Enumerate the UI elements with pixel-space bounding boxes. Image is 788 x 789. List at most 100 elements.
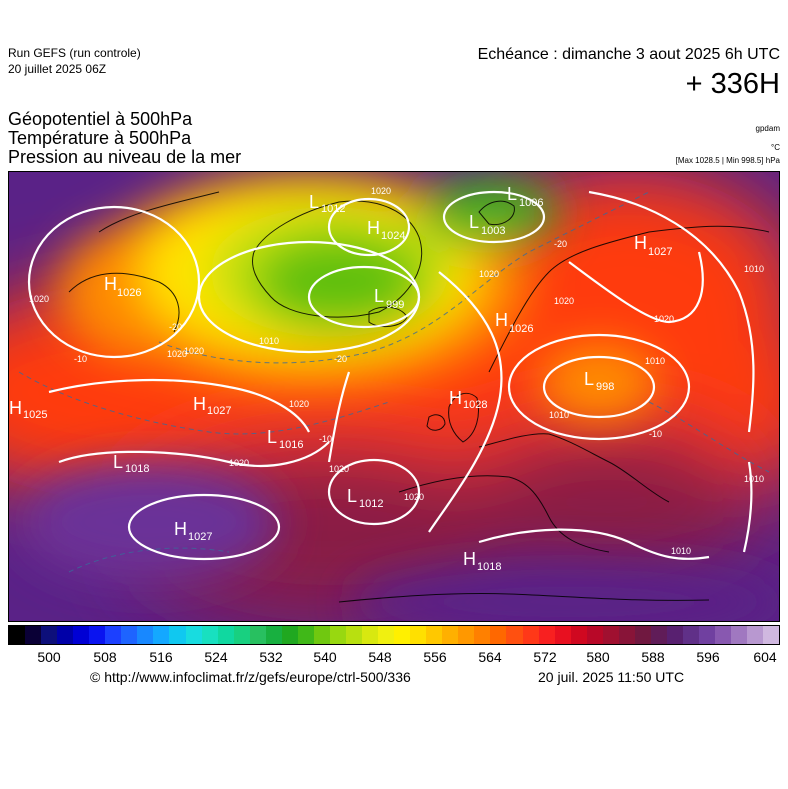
pressure-center-low: L 998 [584, 369, 614, 393]
system-value: 1024 [381, 230, 405, 242]
isobar-label: 1010 [671, 546, 691, 556]
system-value: 998 [596, 381, 614, 393]
colorbar-swatch [233, 626, 250, 644]
pressure-center-low: L 1018 [113, 452, 149, 475]
colorbar-swatch [121, 626, 138, 644]
pressure-center-high: H 1025 [9, 398, 47, 421]
isobar-label: 1010 [744, 474, 764, 484]
system-value: 1012 [359, 498, 383, 510]
colorbar [8, 625, 780, 645]
isobar-label: 1020 [404, 492, 424, 502]
isobar-label: 1020 [289, 399, 309, 409]
pressure-center-low: L 1003 [469, 212, 505, 237]
colorbar-tick-label: 508 [93, 649, 117, 665]
system-value: 1025 [23, 409, 47, 421]
unit-geopotential: gpdam [755, 124, 780, 133]
isotherm-label: -10 [74, 354, 87, 364]
colorbar-swatch [169, 626, 186, 644]
isotherm-label: -20 [169, 322, 182, 332]
system-letter: H [104, 274, 117, 294]
isobar-labels: 1020 1020 1020 1020 1020 1010 1020 1020 … [29, 186, 764, 556]
system-letter: L [584, 369, 594, 389]
isobar-label: 1020 [229, 458, 249, 468]
pressure-systems: H 1026 L 1012 H 1024 L 1006 L 1003 L 999 H 1027… [9, 184, 672, 573]
isobar-label: 1010 [645, 356, 665, 366]
colorbar-swatch [362, 626, 379, 644]
weather-map: 1020 1020 1020 1020 1020 1010 1020 1020 … [8, 171, 780, 622]
colorbar-swatch [602, 626, 619, 644]
colorbar-swatch [747, 626, 764, 644]
system-letter: H [193, 394, 206, 414]
colorbar-swatch [426, 626, 443, 644]
valid-time: Echéance : dimanche 3 aout 2025 6h UTC [477, 46, 780, 63]
colorbar-swatch [650, 626, 667, 644]
copyright-link[interactable]: © http://www.infoclimat.fr/z/gefs/europe… [90, 669, 411, 685]
colorbar-swatch [715, 626, 732, 644]
colorbar-swatch [345, 626, 363, 644]
system-letter: H [174, 519, 187, 539]
isobar-label: 1020 [371, 186, 391, 196]
colorbar-swatch [57, 626, 74, 644]
system-value: 1026 [117, 287, 141, 299]
colorbar-swatch [25, 626, 42, 644]
colorbar-swatch [329, 626, 346, 644]
colorbar-swatch [201, 626, 218, 644]
isobar-label: 1020 [654, 314, 674, 324]
colorbar-tick-label: 524 [204, 649, 228, 665]
system-value: 1026 [509, 323, 533, 335]
system-letter: H [449, 388, 462, 408]
isobars [27, 190, 755, 561]
isobar-label: 1010 [549, 410, 569, 420]
colorbar-tick-label: 572 [533, 649, 557, 665]
map-canvas: 1020 1020 1020 1020 1020 1010 1020 1020 … [9, 172, 779, 621]
colorbar-swatch [554, 626, 571, 644]
colorbar-swatch [474, 626, 491, 644]
isobar-label: 1010 [259, 336, 279, 346]
colorbar-swatch [410, 626, 427, 644]
colorbar-swatch [153, 626, 170, 644]
system-letter: H [9, 398, 22, 418]
system-value: 1012 [321, 203, 345, 215]
system-value: 1006 [519, 197, 543, 209]
unit-temperature: °C [771, 143, 780, 152]
system-value: 1016 [279, 439, 303, 451]
unit-mslp: [Max 1028.5 | Min 998.5] hPa [675, 156, 780, 165]
system-letter: H [634, 233, 647, 253]
system-value: 1003 [481, 225, 505, 237]
system-letter: L [469, 212, 479, 232]
colorbar-swatch [313, 626, 330, 644]
system-letter: L [267, 427, 277, 447]
colorbar-swatch [682, 626, 700, 644]
colorbar-tick-label: 604 [753, 649, 777, 665]
colorbar-swatch [763, 626, 780, 644]
colorbar-tick-label: 596 [696, 649, 720, 665]
system-value: 1018 [477, 561, 501, 573]
colorbar-swatch [618, 626, 635, 644]
colorbar-swatch [522, 626, 539, 644]
colorbar-swatch [378, 626, 395, 644]
pressure-center-high: H 1024 [367, 218, 405, 242]
system-value: 1027 [207, 405, 231, 417]
system-letter: H [495, 310, 508, 330]
colorbar-swatch [41, 626, 58, 644]
colorbar-labels: 500 508 516 524 532 540 548 556 564 572 580 588 596 6… [8, 649, 780, 667]
colorbar-swatch [442, 626, 459, 644]
colorbar-swatch [458, 626, 475, 644]
pressure-center-low: L 999 [374, 286, 404, 311]
colorbar-swatch [281, 626, 298, 644]
isobar-label: 1020 [329, 464, 349, 474]
colorbar-tick-label: 548 [368, 649, 392, 665]
pressure-center-low: L 1012 [309, 192, 345, 215]
colorbar-swatch [586, 626, 603, 644]
parameter-mslp: Pression au niveau de la mer [8, 147, 242, 167]
system-value: 1028 [463, 399, 487, 411]
colorbar-swatch [137, 626, 154, 644]
system-letter: H [367, 218, 380, 238]
isotherm-label: -10 [649, 429, 662, 439]
colorbar-tick-label: 588 [641, 649, 665, 665]
colorbar-swatch [490, 626, 507, 644]
system-value: 1018 [125, 463, 149, 475]
colorbar-tick-label: 540 [313, 649, 337, 665]
pressure-center-high: H 1028 [449, 388, 487, 411]
pressure-center-low: L 1012 [347, 486, 383, 510]
